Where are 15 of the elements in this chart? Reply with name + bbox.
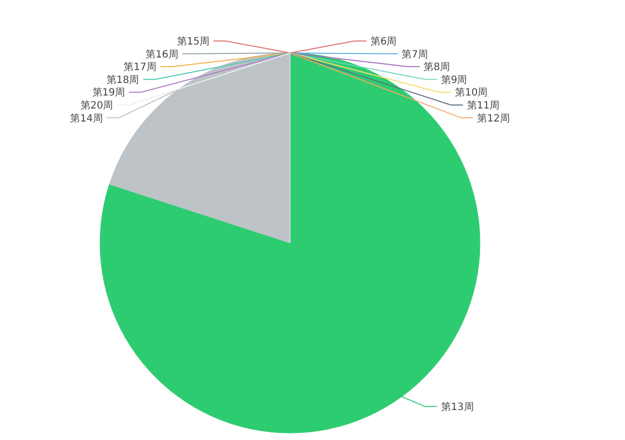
category-label: 第15周 <box>176 36 210 48</box>
category-label: 第18周 <box>106 74 140 86</box>
category-label: 第9周 <box>440 74 468 86</box>
category-label: 第6周 <box>370 36 397 48</box>
category-label: 第8周 <box>424 62 450 74</box>
category-label: 第10周 <box>455 88 488 99</box>
category-label: 第16周 <box>146 49 178 60</box>
slice-label: 第14周 <box>70 112 103 124</box>
slice-label: 第13周 <box>441 400 474 413</box>
category-label: 第7周 <box>402 49 428 60</box>
category-label: 第11周 <box>466 100 500 112</box>
category-label: 第20周 <box>80 100 114 112</box>
category-label: 第17周 <box>124 62 156 74</box>
category-label: 第12周 <box>477 113 510 124</box>
category-label: 第19周 <box>92 88 125 99</box>
